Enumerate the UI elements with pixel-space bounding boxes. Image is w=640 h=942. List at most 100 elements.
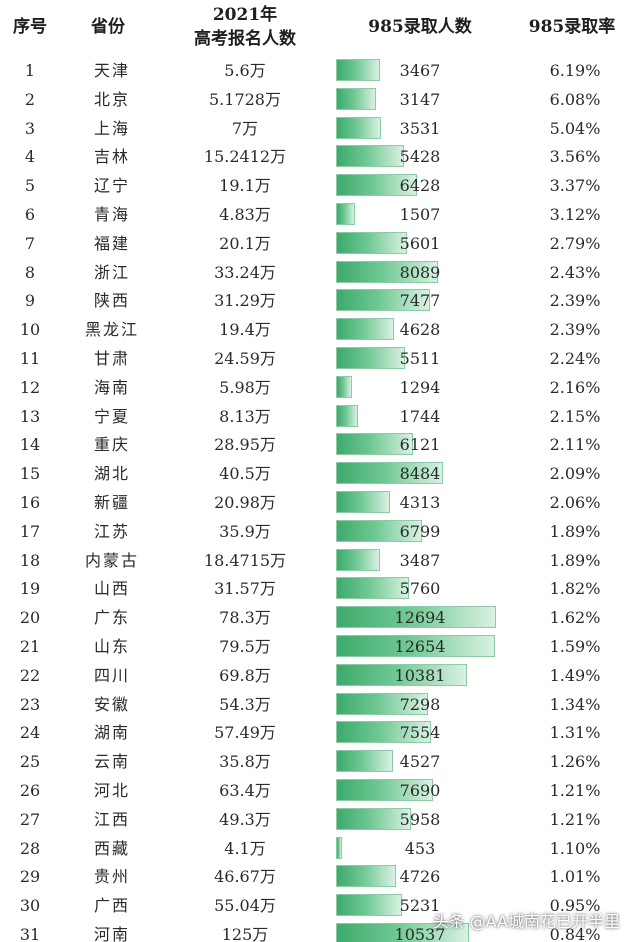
row-985-count: 10537 bbox=[394, 925, 446, 942]
row-count-bar bbox=[336, 779, 433, 801]
row-province: 内蒙古 bbox=[84, 550, 139, 570]
table-row: 30 广西 55.04万 5231 0.95% bbox=[0, 891, 640, 920]
row-applicants: 125万 bbox=[221, 925, 269, 942]
row-applicants: 4.1万 bbox=[224, 838, 266, 858]
row-applicants: 7万 bbox=[231, 118, 259, 138]
row-985-rate: 1.21% bbox=[549, 781, 601, 800]
row-985-rate: 2.15% bbox=[549, 406, 601, 426]
row-985-rate: 1.59% bbox=[549, 637, 601, 656]
header-seq: 序号 bbox=[13, 17, 47, 37]
table-row: 23 安徽 54.3万 7298 1.34% bbox=[0, 690, 640, 719]
row-province: 广东 bbox=[93, 608, 130, 628]
row-seq: 3 bbox=[24, 118, 36, 138]
table-row: 7 福建 20.1万 5601 2.79% bbox=[0, 229, 640, 258]
row-seq: 27 bbox=[19, 809, 41, 829]
row-seq: 4 bbox=[24, 147, 36, 167]
row-count-bar bbox=[336, 807, 412, 830]
row-seq: 17 bbox=[19, 521, 41, 541]
row-count-bar bbox=[336, 606, 496, 629]
table-row: 12 海南 5.98万 1294 2.16% bbox=[0, 373, 640, 402]
table-row: 3 上海 7万 3531 5.04% bbox=[0, 114, 640, 143]
row-985-rate: 0.84% bbox=[549, 925, 601, 942]
row-applicants: 35.9万 bbox=[219, 521, 271, 541]
row-province: 江西 bbox=[93, 809, 130, 829]
table-row: 19 山西 31.57万 5760 1.82% bbox=[0, 574, 640, 603]
row-985-count: 7477 bbox=[399, 291, 441, 311]
row-province: 江苏 bbox=[93, 521, 130, 541]
row-985-rate: 2.06% bbox=[549, 493, 601, 512]
row-applicants: 5.6万 bbox=[224, 61, 266, 80]
table-row: 20 广东 78.3万 12694 1.62% bbox=[0, 603, 640, 632]
row-985-rate: 3.12% bbox=[549, 205, 601, 224]
row-985-count: 453 bbox=[404, 838, 436, 858]
row-seq: 29 bbox=[19, 867, 41, 887]
row-count-bar bbox=[336, 865, 396, 888]
header-applicants-label: 高考报名人数 bbox=[194, 29, 296, 49]
table-row: 27 江西 49.3万 5958 1.21% bbox=[0, 805, 640, 834]
row-province: 宁夏 bbox=[93, 406, 130, 426]
row-count-bar bbox=[336, 548, 380, 571]
row-count-bar bbox=[336, 692, 428, 715]
row-seq: 24 bbox=[19, 723, 41, 743]
row-985-rate: 6.08% bbox=[549, 89, 601, 109]
row-province: 陕西 bbox=[93, 291, 130, 311]
row-985-count: 6799 bbox=[399, 521, 441, 541]
table-row: 16 新疆 20.98万 4313 2.06% bbox=[0, 488, 640, 517]
row-seq: 14 bbox=[19, 435, 41, 455]
row-province: 吉林 bbox=[93, 147, 130, 167]
row-applicants: 54.3万 bbox=[219, 694, 271, 714]
row-count-bar bbox=[336, 404, 358, 427]
table-row: 14 重庆 28.95万 6121 2.11% bbox=[0, 430, 640, 459]
row-985-count: 3487 bbox=[399, 550, 441, 570]
row-985-rate: 2.43% bbox=[549, 262, 601, 282]
row-count-bar bbox=[336, 87, 376, 110]
table-row: 10 黑龙江 19.4万 4628 2.39% bbox=[0, 315, 640, 344]
row-seq: 13 bbox=[19, 406, 41, 426]
row-985-rate: 1.49% bbox=[549, 665, 601, 685]
row-applicants: 20.1万 bbox=[219, 233, 271, 253]
row-count-bar bbox=[336, 375, 353, 398]
row-count-bar bbox=[336, 174, 418, 197]
row-count-bar bbox=[336, 145, 405, 168]
row-seq: 7 bbox=[24, 233, 36, 253]
row-985-count: 1744 bbox=[399, 406, 441, 426]
row-count-bar bbox=[336, 750, 394, 773]
row-985-count: 5760 bbox=[399, 579, 441, 599]
row-province: 黑龙江 bbox=[84, 320, 139, 340]
header-985-count: 985录取人数 bbox=[368, 17, 472, 37]
watermark: 头条 @AA城南花已开半里 bbox=[432, 912, 620, 931]
row-985-count: 12694 bbox=[394, 608, 446, 628]
row-province: 湖北 bbox=[93, 464, 130, 484]
row-985-count: 4726 bbox=[399, 867, 441, 887]
row-985-rate: 1.34% bbox=[549, 694, 601, 714]
header-985-rate: 985录取率 bbox=[528, 17, 616, 37]
row-province: 海南 bbox=[93, 377, 130, 397]
table-row: 25 云南 35.8万 4527 1.26% bbox=[0, 747, 640, 776]
row-applicants: 35.8万 bbox=[219, 752, 271, 772]
row-seq: 28 bbox=[19, 838, 41, 858]
row-985-count: 7554 bbox=[399, 723, 441, 743]
row-count-bar bbox=[336, 836, 342, 859]
row-seq: 12 bbox=[19, 377, 41, 397]
row-seq: 9 bbox=[24, 291, 36, 311]
table-row: 17 江苏 35.9万 6799 1.89% bbox=[0, 517, 640, 546]
row-applicants: 57.49万 bbox=[214, 723, 276, 743]
row-applicants: 46.67万 bbox=[214, 867, 276, 887]
row-seq: 30 bbox=[19, 896, 41, 916]
row-985-count: 8089 bbox=[399, 262, 441, 282]
table-row: 4 吉林 15.2412万 5428 3.56% bbox=[0, 142, 640, 171]
row-seq: 6 bbox=[24, 205, 36, 224]
header-applicants: 2021年 高考报名人数 bbox=[180, 3, 310, 51]
row-count-bar bbox=[336, 289, 431, 312]
table-row: 18 内蒙古 18.4715万 3487 1.89% bbox=[0, 546, 640, 575]
row-count-bar bbox=[336, 231, 407, 254]
row-applicants: 31.29万 bbox=[214, 291, 276, 311]
row-985-count: 3147 bbox=[399, 89, 441, 109]
row-985-rate: 1.10% bbox=[549, 838, 601, 858]
row-province: 贵州 bbox=[93, 867, 130, 887]
row-count-bar bbox=[336, 462, 443, 485]
row-province: 西藏 bbox=[93, 838, 130, 858]
row-count-bar bbox=[336, 663, 467, 686]
row-applicants: 4.83万 bbox=[219, 205, 271, 224]
